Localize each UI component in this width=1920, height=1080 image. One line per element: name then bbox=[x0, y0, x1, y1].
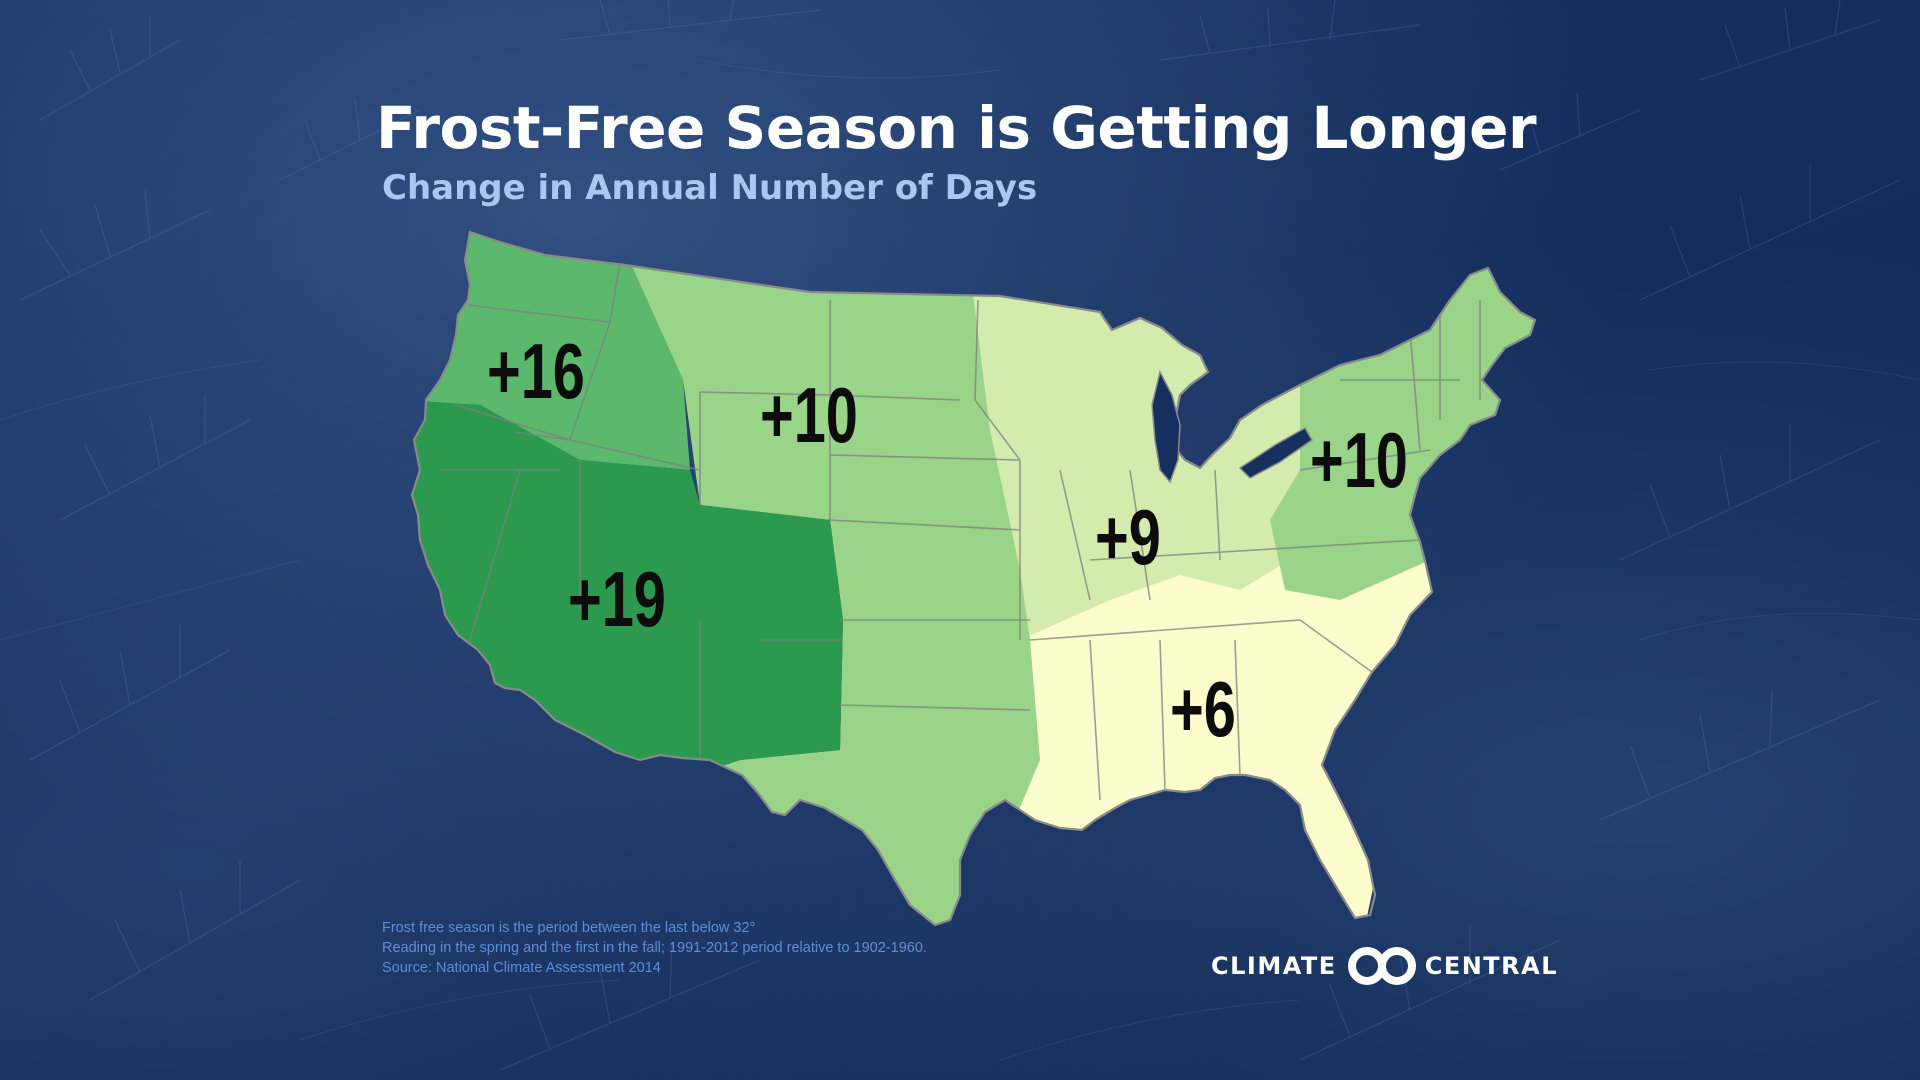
footnote: Frost free season is the period between … bbox=[382, 918, 927, 978]
region-label-southeast: +6 bbox=[1170, 665, 1236, 753]
logo-text-climate: CLIMATE bbox=[1211, 952, 1337, 980]
region-label-midwest: +9 bbox=[1095, 493, 1161, 581]
lake-michigan bbox=[1151, 369, 1181, 484]
climate-central-logo: CLIMATE CENTRAL bbox=[1211, 946, 1558, 986]
footnote-definition: Frost free season is the period between … bbox=[382, 920, 756, 936]
region-northwest-fill bbox=[412, 232, 690, 470]
region-label-great-plains: +10 bbox=[760, 371, 858, 459]
state-borders bbox=[440, 261, 1481, 801]
map-subtitle: Change in Annual Number of Days bbox=[382, 168, 1038, 208]
region-southwest-fill bbox=[412, 400, 843, 780]
lake-erie-ontario bbox=[1238, 426, 1313, 479]
logo-text-central: CENTRAL bbox=[1424, 952, 1559, 980]
region-label-northeast: +10 bbox=[1310, 416, 1408, 504]
footnote-source: Source: National Climate Assessment 2014 bbox=[382, 960, 661, 976]
region-label-southwest: +19 bbox=[568, 555, 666, 643]
footnote-period: Reading in the spring and the first in t… bbox=[382, 940, 927, 956]
climate-central-loops-icon bbox=[1347, 947, 1416, 985]
us-outline bbox=[410, 230, 1537, 927]
region-label-northwest: +16 bbox=[487, 327, 585, 415]
map-title: Frost-Free Season is Getting Longer bbox=[376, 94, 1537, 162]
